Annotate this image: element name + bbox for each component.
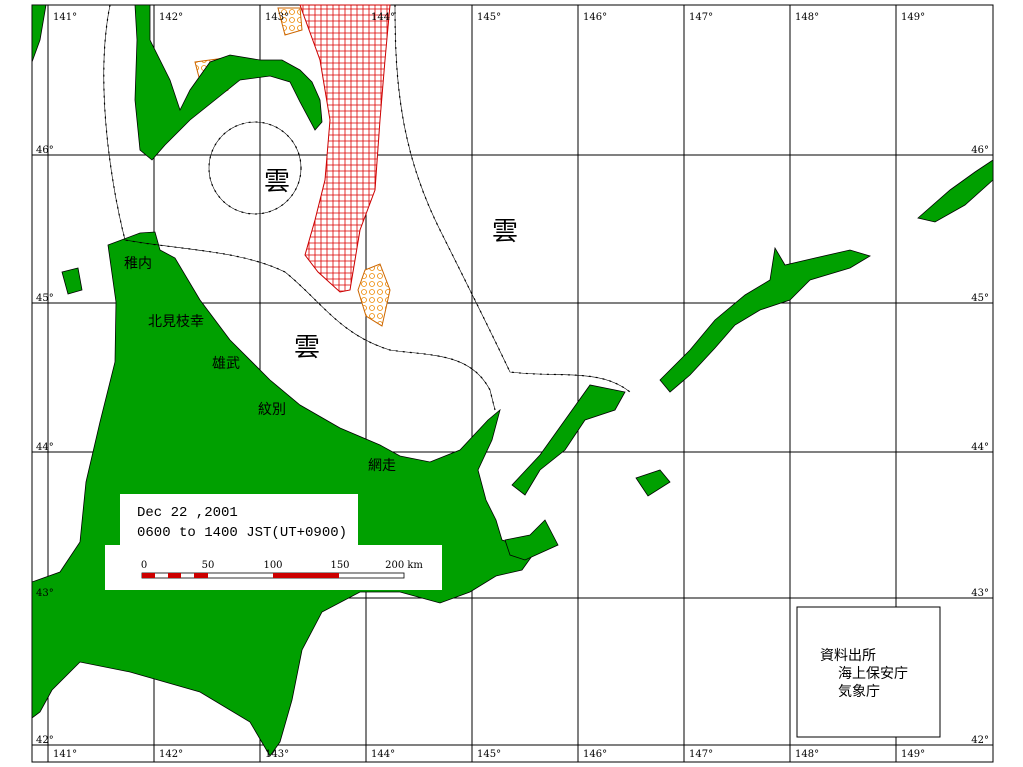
cloud-edge (208, 121, 302, 215)
longitude-label: 146° (583, 749, 607, 760)
longitude-label: 149° (901, 749, 925, 760)
latitude-label: 42° (971, 735, 989, 746)
ice-area (299, 4, 391, 293)
longitude-label: 148° (795, 749, 819, 760)
sakhalin-west (31, 4, 47, 63)
latitude-label: 42° (36, 735, 54, 746)
scale-label: 0 (141, 560, 147, 571)
longitude-label: 144° (371, 749, 395, 760)
scale-label: 50 (202, 560, 215, 571)
source-agency: 気象庁 (838, 684, 880, 700)
legend-background (105, 545, 442, 590)
longitude-label: 145° (477, 12, 501, 23)
longitude-label: 146° (583, 12, 607, 23)
cloud-label: 雲 (264, 167, 290, 197)
longitude-label: 147° (689, 12, 713, 23)
longitude-label: 148° (795, 12, 819, 23)
longitude-label: 141° (53, 12, 77, 23)
cloud-label: 雲 (294, 333, 320, 363)
latitude-label: 46° (36, 145, 54, 156)
longitude-label: 145° (477, 749, 501, 760)
longitude-label: 144° (371, 12, 395, 23)
kuril-far (917, 159, 994, 223)
source-box: 資料出所 海上保安庁 気象庁 (796, 606, 941, 738)
cloud-edge (394, 4, 631, 393)
scale-segment (168, 573, 181, 578)
legend-background (120, 494, 358, 546)
place-name: 北見枝幸 (148, 314, 204, 330)
place-name: 雄武 (212, 356, 240, 372)
source-agency: 海上保安庁 (838, 666, 908, 682)
legend-time: 0600 to 1400 JST(UT+0900) (137, 525, 347, 541)
longitude-label: 141° (53, 749, 77, 760)
scale-segment (142, 573, 155, 578)
source-title: 資料出所 (820, 648, 876, 664)
cloud-boundaries (103, 4, 631, 411)
longitude-label: 143° (265, 749, 289, 760)
place-name: 網走 (368, 458, 396, 474)
latitude-label: 43° (36, 588, 54, 599)
legend-date: Dec 22 ,2001 (137, 505, 238, 521)
longitude-label: 149° (901, 12, 925, 23)
longitude-label: 142° (159, 12, 183, 23)
kuril-north (659, 246, 871, 393)
rebun (61, 267, 83, 295)
thin-ice (277, 7, 303, 36)
scale-label: 200 km (385, 560, 423, 571)
source-frame (796, 606, 941, 738)
scale-label: 100 (263, 560, 282, 571)
latitude-label: 46° (971, 145, 989, 156)
scale-segment (273, 573, 339, 578)
cloud-label: 雲 (492, 217, 518, 247)
cloud-edge (103, 4, 496, 411)
thin-ice (357, 263, 391, 327)
latitude-label: 44° (36, 442, 54, 453)
longitude-label: 143° (265, 12, 289, 23)
sakhalin (134, 4, 323, 161)
legend-box: Dec 22 ,2001 0600 to 1400 JST(UT+0900) (105, 494, 442, 590)
place-name: 稚内 (124, 256, 152, 272)
kunashir (504, 519, 559, 561)
urup (635, 469, 671, 497)
scale-segment (194, 573, 208, 578)
latitude-label: 45° (36, 293, 54, 304)
latitude-label: 45° (971, 293, 989, 304)
longitude-label: 147° (689, 749, 713, 760)
latitude-label: 44° (971, 442, 989, 453)
iturup (511, 384, 626, 496)
longitude-label: 142° (159, 749, 183, 760)
latitude-label: 43° (971, 588, 989, 599)
labels: 141° 142° 143° 144° 145° 146° 147° 148° 149° 141°… (36, 12, 989, 760)
scale-label: 150 (330, 560, 349, 571)
place-name: 紋別 (258, 402, 286, 418)
